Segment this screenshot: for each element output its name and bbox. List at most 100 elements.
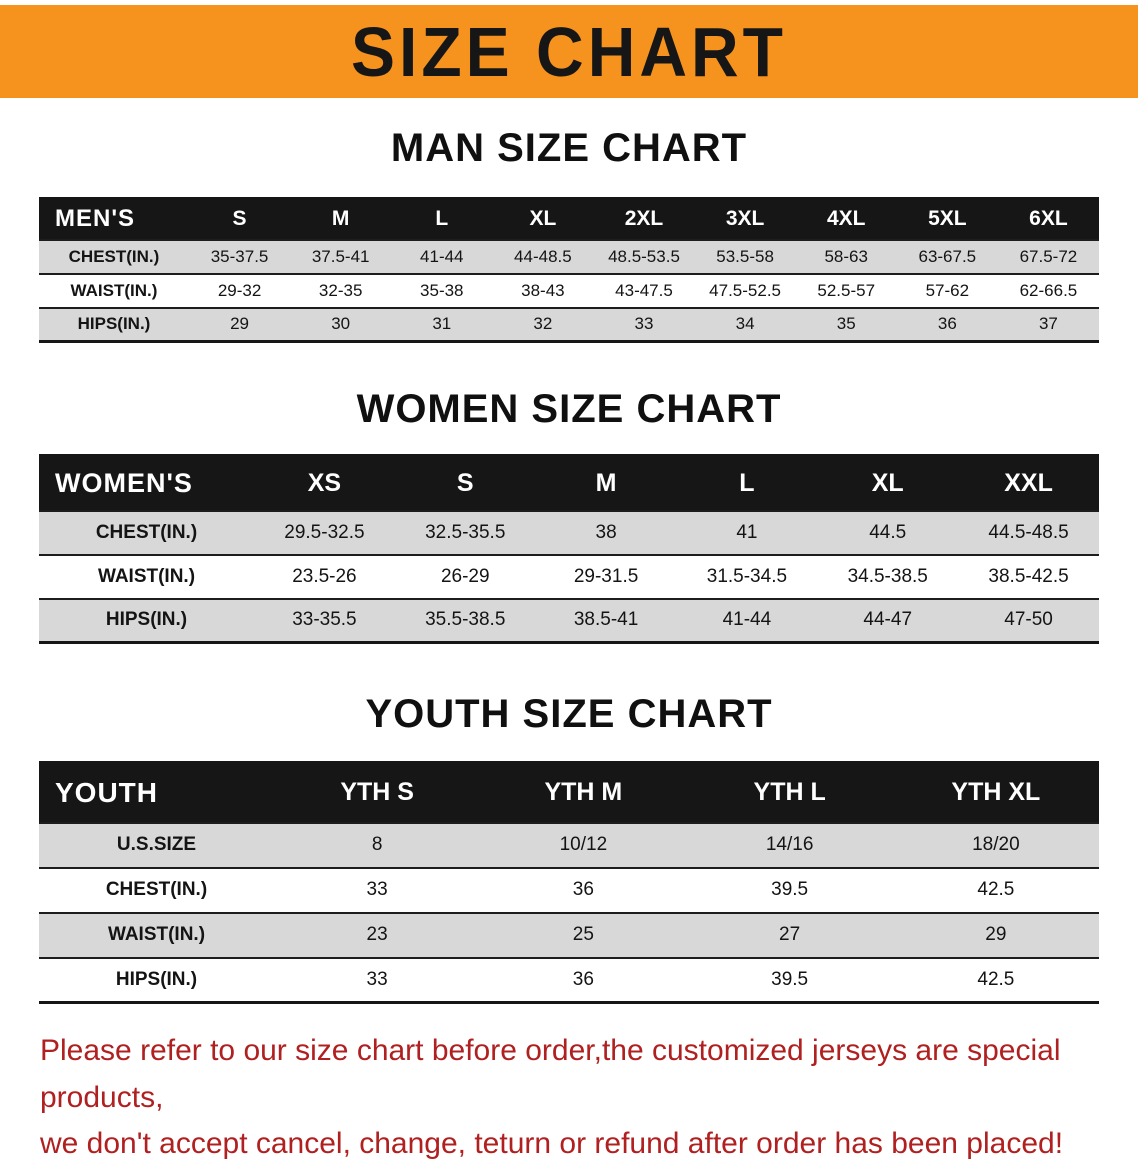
column-header: XS — [307, 468, 342, 497]
footer-line-2: we don't accept cancel, change, teturn o… — [40, 1127, 1064, 1160]
table-cell: 44.5-48.5 — [988, 521, 1069, 543]
column-header: L — [739, 468, 755, 497]
table-cell: 29-32 — [217, 280, 262, 300]
row-label: CHEST(IN.) — [105, 879, 208, 900]
table-cell: 36 — [572, 968, 594, 990]
row-label: WAIST(IN.) — [97, 565, 196, 587]
table-cell: 39.5 — [771, 879, 809, 900]
table-cell: 35 — [836, 314, 856, 334]
row-label: CHEST(IN.) — [95, 521, 198, 543]
table-cell: 23.5-26 — [292, 565, 357, 587]
column-header: YTH XL — [951, 778, 1041, 807]
table-corner-label: WOMEN'S — [55, 467, 193, 498]
table-cell: 29 — [985, 924, 1007, 945]
column-header: XL — [529, 207, 557, 231]
table-cell: 27 — [779, 924, 801, 945]
column-header: XL — [871, 468, 904, 497]
table-row: WAIST(IN.) 23 25 27 29 — [39, 912, 1099, 958]
table-cell: 57-62 — [925, 280, 970, 300]
table-cell: 34 — [735, 314, 755, 334]
table-header-row: WOMEN'S XS S M L XL XXL — [39, 455, 1099, 511]
table-cell: 38 — [595, 521, 617, 543]
column-header: 2XL — [624, 207, 664, 231]
men-size-table: MEN'S S M L XL 2XL 3XL 4XL 5XL 6XL CHEST(IN.) 35-37… — [39, 197, 1099, 343]
table-cell: 29 — [230, 314, 250, 334]
table-cell: 39.5 — [771, 968, 809, 990]
column-header: S — [232, 207, 247, 231]
table-cell: 41-44 — [420, 246, 464, 266]
table-cell: 36 — [572, 879, 594, 900]
table-cell: 53.5-58 — [716, 246, 774, 266]
row-label: U.S.SIZE — [116, 834, 197, 855]
table-cell: 38-43 — [521, 280, 565, 300]
column-header: M — [595, 468, 617, 497]
table-cell: 62-66.5 — [1019, 280, 1078, 300]
table-cell: 34.5-38.5 — [847, 565, 928, 587]
table-row: HIPS(IN.) 29 30 31 32 33 34 35 36 37 — [39, 307, 1099, 342]
table-cell: 14/16 — [765, 834, 814, 855]
table-row: CHEST(IN.) 33 36 39.5 42.5 — [39, 867, 1099, 913]
table-cell: 43-47.5 — [615, 280, 673, 300]
table-row: HIPS(IN.) 33-35.5 35.5-38.5 38.5-41 41-44 44-… — [39, 598, 1099, 643]
table-cell: 42.5 — [977, 879, 1015, 900]
table-cell: 29.5-32.5 — [284, 521, 365, 543]
size-chart-page: SIZE CHART MAN SIZE CHART MEN'S S M L XL 2XL 3… — [0, 5, 1138, 1168]
women-size-table: WOMEN'S XS S M L XL XXL CHEST(IN.) 29.5-32.5 32.5… — [39, 454, 1099, 644]
table-row: U.S.SIZE 8 10/12 14/16 18/20 — [39, 822, 1099, 868]
women-section-heading: WOMEN SIZE CHART — [356, 387, 782, 431]
table-cell: 33 — [366, 968, 388, 990]
column-header: L — [435, 207, 449, 231]
table-cell: 10/12 — [559, 834, 608, 855]
row-label: HIPS(IN.) — [115, 968, 198, 990]
table-cell: 36 — [937, 314, 957, 334]
column-header: 6XL — [1029, 207, 1068, 231]
column-header: 3XL — [725, 207, 765, 231]
table-cell: 58-63 — [824, 246, 868, 266]
row-label: HIPS(IN.) — [105, 609, 188, 631]
table-cell: 52.5-57 — [817, 280, 876, 300]
table-cell: 35-37.5 — [210, 246, 269, 266]
man-section-heading: MAN SIZE CHART — [390, 126, 748, 170]
column-header: XXL — [1004, 468, 1053, 497]
banner: SIZE CHART — [0, 5, 1138, 98]
column-header: YTH S — [340, 778, 414, 807]
table-cell: 32 — [533, 314, 553, 334]
table-corner-label: YOUTH — [55, 776, 158, 808]
youth-section-heading: YOUTH SIZE CHART — [365, 692, 773, 736]
table-cell: 38.5-42.5 — [988, 565, 1069, 587]
table-header-row: YOUTH YTH S YTH M YTH L YTH XL — [39, 762, 1099, 823]
table-cell: 32.5-35.5 — [425, 521, 506, 543]
banner-title: SIZE CHART — [351, 12, 787, 91]
table-cell: 47-50 — [1004, 609, 1053, 631]
table-cell: 18/20 — [972, 834, 1020, 855]
table-cell: 42.5 — [977, 968, 1015, 990]
column-header: 5XL — [928, 207, 967, 231]
table-cell: 44-48.5 — [514, 246, 572, 266]
table-header-row: MEN'S S M L XL 2XL 3XL 4XL 5XL 6XL — [39, 198, 1099, 240]
column-header: 4XL — [826, 207, 866, 231]
table-cell: 35.5-38.5 — [425, 609, 506, 631]
table-row: WAIST(IN.) 29-32 32-35 35-38 38-43 43-47.5 47.… — [39, 273, 1099, 308]
row-label: CHEST(IN.) — [68, 246, 160, 266]
table-row: CHEST(IN.) 29.5-32.5 32.5-35.5 38 41 44.5 44.5… — [39, 510, 1099, 555]
row-label: WAIST(IN.) — [70, 280, 158, 300]
table-cell: 31 — [432, 314, 452, 334]
footer-note: Please refer to our size chart before or… — [40, 1028, 1108, 1168]
table-cell: 23 — [366, 924, 388, 945]
table-cell: 41-44 — [722, 609, 772, 631]
column-header: YTH M — [544, 778, 623, 807]
table-cell: 44-47 — [863, 609, 913, 631]
table-row: CHEST(IN.) 35-37.5 37.5-41 41-44 44-48.5 48.5… — [39, 239, 1099, 274]
table-cell: 33 — [634, 314, 654, 334]
table-cell: 26-29 — [440, 565, 490, 587]
table-row: WAIST(IN.) 23.5-26 26-29 29-31.5 31.5-34.5 34… — [39, 554, 1099, 599]
table-cell: 29-31.5 — [573, 565, 639, 587]
table-cell: 63-67.5 — [918, 246, 977, 266]
table-cell: 33-35.5 — [292, 609, 357, 631]
footer-line-1: Please refer to our size chart before or… — [40, 1034, 1061, 1114]
table-cell: 37 — [1038, 314, 1058, 334]
table-cell: 32-35 — [318, 280, 363, 300]
column-header: M — [331, 207, 350, 231]
table-cell: 44.5 — [869, 521, 907, 543]
table-cell: 47.5-52.5 — [709, 280, 782, 300]
